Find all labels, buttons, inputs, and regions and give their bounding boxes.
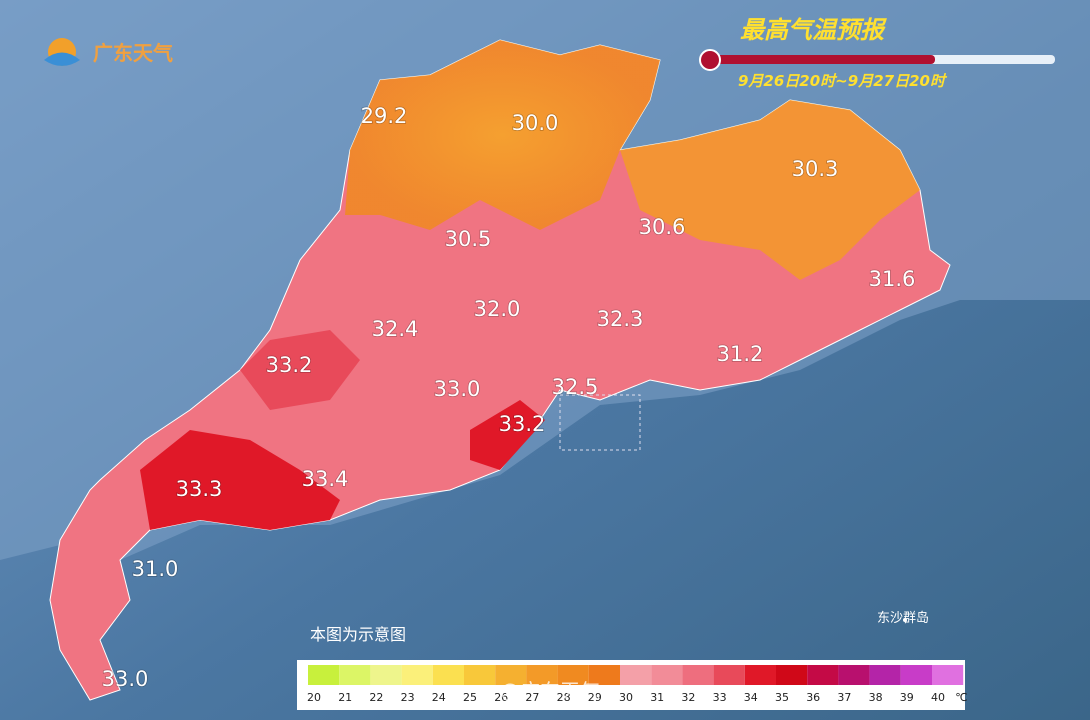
temperature-label: 31.6 <box>869 267 916 291</box>
legend-label: 24 <box>432 691 446 704</box>
hot-zone <box>470 400 545 470</box>
temperature-label: 29.2 <box>361 104 408 128</box>
legend: 20 21 22 23 24 25 26 27 28 29 30 31 32 33 34 35 36 37 38 39… <box>307 665 968 704</box>
legend-label: 28 <box>557 691 571 704</box>
temperature-label: 33.0 <box>102 667 149 691</box>
legend-swatch <box>776 665 808 685</box>
temperature-label: 31.0 <box>132 557 179 581</box>
period: 9月26日20时~9月27日20时 <box>738 72 948 90</box>
temperature-label: 32.0 <box>474 297 521 321</box>
temperature-label: 30.6 <box>639 215 686 239</box>
legend-label: 39 <box>900 691 914 704</box>
temperature-label: 33.4 <box>302 467 349 491</box>
legend-label: 33 <box>713 691 727 704</box>
legend-swatch <box>526 665 558 685</box>
legend-swatch <box>713 665 745 685</box>
temperature-label: 33.2 <box>499 412 546 436</box>
legend-label: 30 <box>619 691 633 704</box>
temperature-label: 32.4 <box>372 317 419 341</box>
legend-label: 23 <box>401 691 415 704</box>
legend-label: 27 <box>525 691 539 704</box>
legend-swatch <box>744 665 776 685</box>
legend-swatch <box>900 665 932 685</box>
thermometer-fill <box>710 55 935 64</box>
legend-swatch <box>339 665 371 685</box>
legend-label: 25 <box>463 691 477 704</box>
temperature-label: 33.0 <box>434 377 481 401</box>
legend-swatch <box>495 665 527 685</box>
hk-macau-box <box>559 394 641 451</box>
note: 本图为示意图 <box>310 625 406 644</box>
legend-swatch <box>432 665 464 685</box>
legend-label: 35 <box>775 691 789 704</box>
legend-swatch <box>588 665 620 685</box>
legend-label: 38 <box>869 691 883 704</box>
legend-label: 31 <box>650 691 664 704</box>
temperature-label: 32.5 <box>552 375 599 399</box>
logo-text: 广东天气 <box>93 41 173 65</box>
legend-label: 21 <box>338 691 352 704</box>
legend-swatch <box>869 665 901 685</box>
legend-label: 22 <box>369 691 383 704</box>
legend-swatch <box>557 665 589 685</box>
hot-zone <box>620 100 920 280</box>
legend-label: 20 <box>307 691 321 704</box>
temperature-label: 30.0 <box>512 111 559 135</box>
legend-label: 32 <box>681 691 695 704</box>
legend-swatch <box>838 665 870 685</box>
legend-swatch <box>464 665 496 685</box>
legend-swatch <box>651 665 683 685</box>
legend-swatch <box>308 665 340 685</box>
thermometer-bulb <box>699 49 721 71</box>
legend-label: 37 <box>837 691 851 704</box>
temperature-label: 33.3 <box>176 477 223 501</box>
logo-icon <box>44 52 80 66</box>
legend-label: 36 <box>806 691 820 704</box>
temperature-label: 31.2 <box>717 342 764 366</box>
legend-swatch <box>932 665 964 685</box>
hot-zone <box>240 330 360 410</box>
hot-zone <box>345 40 660 230</box>
title: 最高气温预报 <box>740 16 887 44</box>
legend-label: 29 <box>588 691 602 704</box>
temperature-labels: 29.2 30.0 30.3 30.5 30.6 31.6 32.0 32.4 32.3 33.2… <box>101 103 916 692</box>
legend-swatch <box>370 665 402 685</box>
legend-swatch <box>401 665 433 685</box>
legend-label: 40 <box>931 691 945 704</box>
legend-swatch <box>682 665 714 685</box>
island <box>903 618 907 622</box>
temperature-label: 30.3 <box>792 157 839 181</box>
legend-swatch <box>620 665 652 685</box>
legend-swatch <box>807 665 839 685</box>
island-label: 东沙群岛 <box>877 610 929 626</box>
hot-zone <box>140 430 340 530</box>
legend-unit: ℃ <box>955 691 967 704</box>
temperature-label: 30.5 <box>445 227 492 251</box>
temperature-label: 32.3 <box>597 307 644 331</box>
legend-label: 26 <box>494 691 508 704</box>
temperature-label: 33.2 <box>266 353 313 377</box>
legend-label: 34 <box>744 691 758 704</box>
watermark: @广东天气 <box>500 679 600 703</box>
